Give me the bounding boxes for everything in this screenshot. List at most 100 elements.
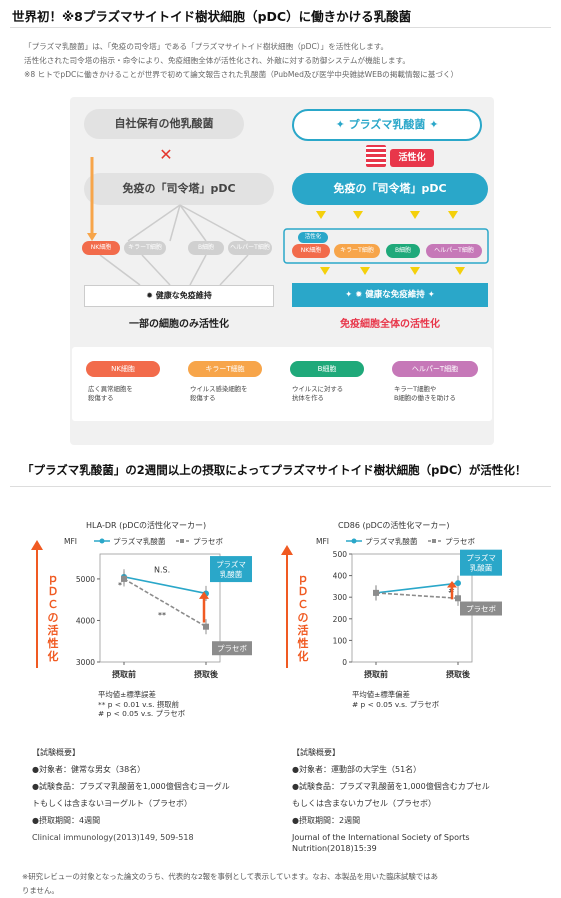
y-tick-label: 500 — [333, 550, 348, 559]
study2-title: 【試験概要】 — [292, 748, 340, 757]
legend-label-plasma: プラズマ乳酸菌 — [365, 536, 418, 546]
x-tick-label: 摂取後 — [194, 669, 219, 679]
section-heading-1: 世界初！※8プラズマサイトイド樹状細胞（pDC）に働きかける乳酸菌 — [12, 9, 412, 24]
right-pdc-box: 免疫の「司令塔」pDC — [292, 173, 488, 205]
up-arrow-head — [199, 591, 209, 599]
data-point-placebo — [121, 575, 127, 582]
legend-killer: キラーT細胞 — [188, 361, 262, 377]
cell-nk-right: NK細胞 — [292, 244, 330, 258]
axis-label-y: MFI — [64, 537, 77, 546]
cell-helper-left: ヘルパーT細胞 — [228, 241, 272, 255]
box-placebo-label: プラセボ — [217, 644, 247, 653]
cell-killer-left: キラーT細胞 — [124, 241, 166, 255]
activation-badge: 活性化 — [390, 149, 434, 167]
annotation-ns: N.S. — [154, 566, 170, 575]
legend-label-placebo: プラセボ — [445, 537, 475, 546]
legend-nk: NK細胞 — [86, 361, 160, 377]
annotation-star: * — [118, 581, 122, 590]
box-plasma-label: 乳酸菌 — [470, 563, 493, 573]
cell-nk-left: NK細胞 — [82, 241, 120, 255]
cell-b-left: B細胞 — [188, 241, 224, 255]
chart-title: HLA-DR (pDCの活性化マーカー) — [86, 520, 206, 530]
study1-title: 【試験概要】 — [32, 748, 80, 757]
y-tick-label: 3000 — [76, 658, 95, 667]
pdc-activation-arrow-right — [280, 545, 294, 670]
box-plasma-label: 乳酸菌 — [220, 569, 243, 579]
box-plasma-label: プラズマ — [466, 553, 496, 563]
box-plasma — [210, 556, 252, 583]
cell-b-right: B細胞 — [386, 244, 420, 258]
series-line-plasma — [375, 582, 459, 594]
up-arrow-head — [447, 581, 457, 588]
chart-title: CD86 (pDCの活性化マーカー) — [338, 520, 450, 530]
other-lactobacillus-box: 自社保有の他乳酸菌 — [84, 109, 244, 139]
activated-tag: 活性化 — [298, 232, 328, 243]
plasma-label: プラズマ乳酸菌 — [348, 118, 426, 131]
data-point-placebo — [455, 595, 461, 602]
data-point-placebo — [203, 623, 209, 630]
pdc-activation-arrow-left — [30, 540, 44, 670]
chart1-footnote: 平均値±標準誤差 ** p < 0.01 v.s. 摂取前 # p < 0.05… — [98, 690, 186, 719]
cell-legend — [72, 347, 492, 421]
y-tick-label: 4000 — [76, 616, 95, 625]
study-summary-1: 【試験概要】 ●対象者：健常な男女（38名） ●試験食品：プラズマ乳酸菌を1,0… — [32, 744, 230, 846]
axis-label-y: MFI — [316, 537, 329, 546]
legend-label-plasma: プラズマ乳酸菌 — [113, 536, 166, 546]
mechanism-diagram: 自社保有の他乳酸菌 ✦ プラズマ乳酸菌 ✦ ✕ 活性化 免疫の「司令塔」pDC … — [70, 97, 494, 445]
data-point-placebo — [373, 589, 379, 596]
cross-icon: ✕ — [159, 145, 173, 164]
x-tick-label: 摂取後 — [446, 669, 471, 679]
pdc-activation-label-right: ｐＤＣの活性化 — [297, 572, 309, 663]
legend-killer-desc: ウイルス感染細胞を 殺傷する — [190, 385, 248, 402]
y-tick-label: 400 — [333, 572, 348, 581]
legend-marker-placebo — [180, 539, 184, 543]
right-result-label: 健康な免疫維持 — [365, 290, 425, 300]
intro-footnote: ※8 ヒトでpDCに働きかけることが世界で初めて論文報告された乳酸菌（PubMe… — [24, 70, 459, 79]
y-tick-label: 300 — [333, 593, 348, 602]
chart-cd86: CD86 (pDCの活性化マーカー)MFI プラズマ乳酸菌 プラセボ01002003… — [316, 520, 502, 679]
study-summary-2: 【試験概要】 ●対象者：運動部の大学生（51名） ●試験食品：プラズマ乳酸菌を1… — [292, 744, 490, 854]
legend-marker-plasma — [351, 538, 357, 544]
box-placebo — [212, 641, 252, 656]
legend-label-placebo: プラセボ — [193, 537, 223, 546]
intro-line-2: 活性化された司令塔の指示・命令により、免疫細胞全体が活性化され、外敵に対する防御… — [24, 56, 410, 65]
right-caption: 免疫細胞全体の活性化 — [340, 319, 440, 330]
cell-killer-right: キラーT細胞 — [334, 244, 380, 258]
intro-line-1: 「プラズマ乳酸菌」は、「免疫の司令塔」である「プラズマサイトイド樹状細胞（pDC… — [24, 42, 389, 51]
divider — [10, 27, 551, 28]
x-tick-label: 摂取前 — [364, 669, 388, 679]
y-tick-label: 5000 — [76, 575, 95, 584]
plot-area — [351, 553, 473, 663]
series-line-placebo — [375, 592, 459, 600]
series-line-placebo — [123, 578, 207, 628]
footer-note: ※研究レビューの対象となった論文のうち、代表的な2報を事例として表示しています。… — [22, 872, 438, 895]
legend-helper: ヘルパーT細胞 — [392, 361, 478, 377]
legend-b-desc: ウイルスに対する 抗体を作る — [292, 385, 344, 402]
x-tick-label: 摂取前 — [112, 669, 136, 679]
divider — [10, 486, 551, 487]
left-caption: 一部の細胞のみ活性化 — [129, 319, 229, 330]
left-result-label: 健康な免疫維持 — [155, 291, 212, 300]
legend-helper-desc: キラーT細胞や B細胞の働きを助ける — [394, 385, 456, 402]
right-result-box: ✦ ✹ 健康な免疫維持 ✦ — [292, 283, 488, 307]
box-placebo-label: プラセボ — [466, 605, 496, 614]
chart-hla-dr: HLA-DR (pDCの活性化マーカー)MFI プラズマ乳酸菌 プラセボ300040… — [64, 520, 252, 679]
activation-arrow-icon — [366, 145, 386, 167]
connector-lines — [87, 157, 489, 286]
section-heading-2: 「プラズマ乳酸菌」の2週間以上の摂取によってプラズマサイトイド樹状細胞（pDC）… — [22, 463, 527, 477]
box-plasma — [460, 549, 502, 576]
legend-b: B細胞 — [290, 361, 364, 377]
cell-helper-right: ヘルパーT細胞 — [426, 244, 482, 258]
plot-area — [99, 553, 221, 663]
plasma-lactobacillus-box: ✦ プラズマ乳酸菌 ✦ — [292, 109, 482, 141]
box-placebo — [460, 601, 502, 616]
series-line-plasma — [123, 576, 207, 595]
y-tick-label: 200 — [333, 615, 348, 624]
chart2-footnote: 平均値±標準偏差 # p < 0.05 v.s. プラセボ — [352, 690, 440, 709]
box-plasma-label: プラズマ — [216, 559, 246, 569]
legend-marker-plasma — [99, 538, 105, 544]
legend-marker-placebo — [432, 539, 436, 543]
sparkle-icon: ✦ — [425, 118, 439, 131]
y-tick-label: 100 — [333, 636, 348, 645]
data-point-plasma — [455, 580, 461, 587]
